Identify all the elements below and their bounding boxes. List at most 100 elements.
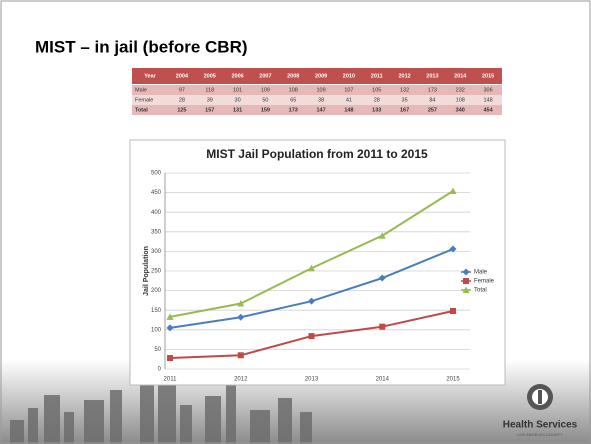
y-tick-label: 450 — [151, 190, 162, 196]
table-cell: 30 — [235, 97, 241, 103]
table-header-cell: 2014 — [454, 73, 467, 79]
slide-title: MIST – in jail (before CBR) — [35, 37, 248, 56]
table-cell: 133 — [372, 107, 381, 113]
table-header-cell: 2006 — [231, 73, 243, 79]
table-cell: 107 — [344, 87, 353, 93]
x-tick-label: 2011 — [164, 377, 178, 383]
legend-label: Male — [474, 270, 488, 276]
x-tick-label: 2015 — [446, 377, 460, 383]
table-header-cell: 2005 — [204, 73, 216, 79]
table-cell: 167 — [400, 107, 409, 113]
table-cell: 50 — [262, 97, 268, 103]
table-cell: 28 — [374, 97, 380, 103]
marker — [237, 313, 245, 321]
table-cell: 173 — [289, 107, 298, 113]
table-cell: Male — [135, 87, 147, 93]
table-cell: Female — [135, 97, 153, 103]
table-cell: 157 — [205, 107, 214, 113]
table-header-cell: 2007 — [259, 73, 271, 79]
x-tick-label: 2012 — [234, 377, 248, 383]
table-header-cell: 2008 — [287, 73, 299, 79]
x-tick-label: 2013 — [305, 377, 319, 383]
table-cell: 340 — [456, 107, 465, 113]
table-cell: 232 — [456, 87, 465, 93]
y-tick-label: 500 — [151, 171, 162, 177]
table-header-cell: 2013 — [426, 73, 438, 79]
table-header-cell: 2015 — [482, 73, 494, 79]
table-cell: 148 — [344, 107, 353, 113]
marker — [308, 333, 315, 340]
y-tick-label: 300 — [151, 249, 162, 255]
table-cell: Total — [135, 107, 148, 113]
legend-label: Female — [474, 279, 495, 285]
table-row-bg — [132, 95, 502, 105]
marker — [378, 232, 386, 239]
legend-label: Total — [474, 288, 487, 294]
table-cell: 65 — [290, 97, 296, 103]
marker — [449, 245, 457, 253]
table-cell: 173 — [428, 87, 437, 93]
table-cell: 108 — [289, 87, 298, 93]
y-tick-label: 350 — [151, 229, 162, 235]
y-tick-label: 100 — [151, 327, 162, 333]
chart-title: MIST Jail Population from 2011 to 2015 — [206, 147, 428, 161]
table-cell: 454 — [483, 107, 493, 113]
logo-name: Health Services — [503, 420, 578, 431]
table-cell: 148 — [483, 97, 492, 103]
table-cell: 35 — [402, 97, 408, 103]
y-tick-label: 50 — [154, 347, 161, 353]
table-header-cell: 2009 — [315, 73, 327, 79]
marker — [166, 324, 174, 332]
table-cell: 159 — [261, 107, 270, 113]
table-cell: 306 — [483, 87, 492, 93]
marker — [237, 352, 244, 359]
table-row-bg — [132, 85, 502, 95]
marker — [462, 286, 470, 293]
table-header-cell: 2012 — [398, 73, 410, 79]
marker — [379, 323, 386, 330]
chart-frame — [129, 139, 506, 386]
table-cell: 39 — [207, 97, 213, 103]
table-cell: 105 — [372, 87, 381, 93]
table-row-bg — [132, 105, 502, 115]
table-cell: 101 — [233, 87, 242, 93]
marker — [462, 268, 470, 276]
marker — [450, 307, 456, 314]
logo-icon — [527, 384, 553, 410]
y-tick-label: 200 — [151, 288, 162, 294]
marker — [463, 278, 469, 284]
y-tick-label: 0 — [158, 367, 162, 373]
table-cell: 28 — [179, 97, 185, 103]
y-axis-label: Jail Population — [143, 246, 150, 296]
table-header-cell: Year — [144, 73, 156, 79]
table-cell: 97 — [179, 87, 185, 93]
table-cell: 118 — [205, 87, 214, 93]
table-cell: 109 — [261, 87, 270, 93]
table-cell: 132 — [400, 87, 409, 93]
y-tick-label: 150 — [151, 308, 162, 314]
table-cell: 109 — [316, 87, 325, 93]
x-tick-label: 2014 — [376, 377, 390, 383]
table-cell: 38 — [318, 97, 324, 103]
marker — [308, 264, 315, 272]
table-header-cell: 2010 — [343, 73, 355, 79]
table-cell: 125 — [177, 107, 186, 113]
table-cell: 84 — [429, 97, 435, 103]
table-cell: 257 — [428, 107, 437, 113]
table-header-cell: 2004 — [176, 73, 189, 79]
table-header-cell: 2011 — [371, 73, 383, 79]
table-cell: 108 — [456, 97, 465, 103]
table-header-bg — [132, 68, 502, 84]
y-tick-label: 250 — [151, 269, 162, 275]
skyline — [10, 372, 312, 444]
marker — [237, 300, 245, 307]
y-tick-label: 400 — [151, 210, 162, 216]
marker — [378, 274, 386, 282]
marker — [449, 187, 457, 195]
marker — [167, 355, 173, 362]
table-cell: 147 — [316, 107, 325, 113]
marker — [166, 313, 174, 320]
logo-sub: LOS ANGELES COUNTY — [517, 432, 563, 437]
table-cell: 131 — [233, 107, 242, 113]
